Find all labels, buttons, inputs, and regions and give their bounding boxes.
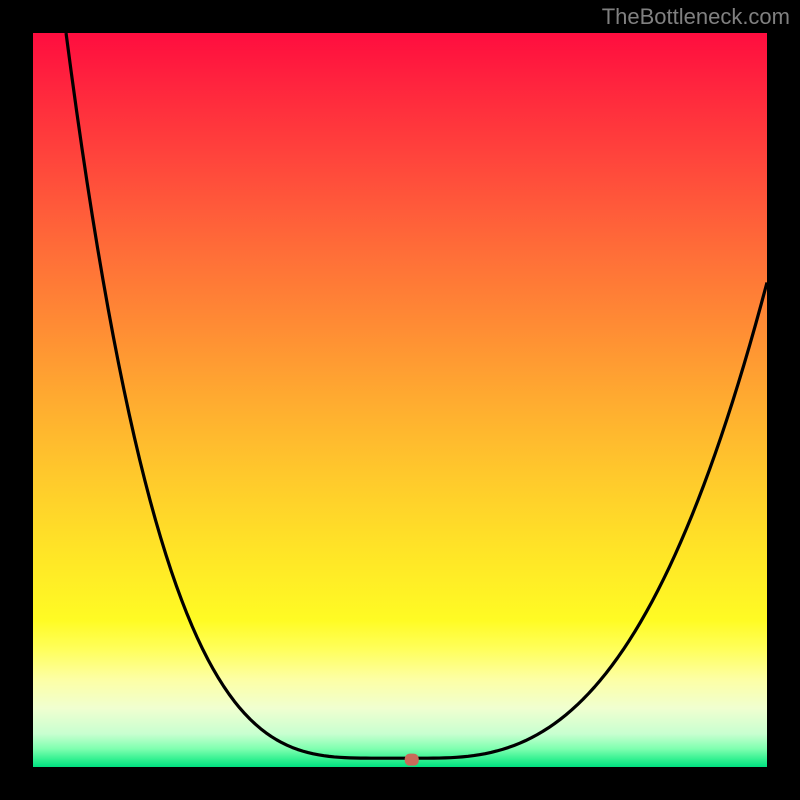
- valley-marker: [405, 754, 419, 766]
- plot-gradient: [33, 33, 767, 767]
- chart-svg: [0, 0, 800, 800]
- chart-container: TheBottleneck.com: [0, 0, 800, 800]
